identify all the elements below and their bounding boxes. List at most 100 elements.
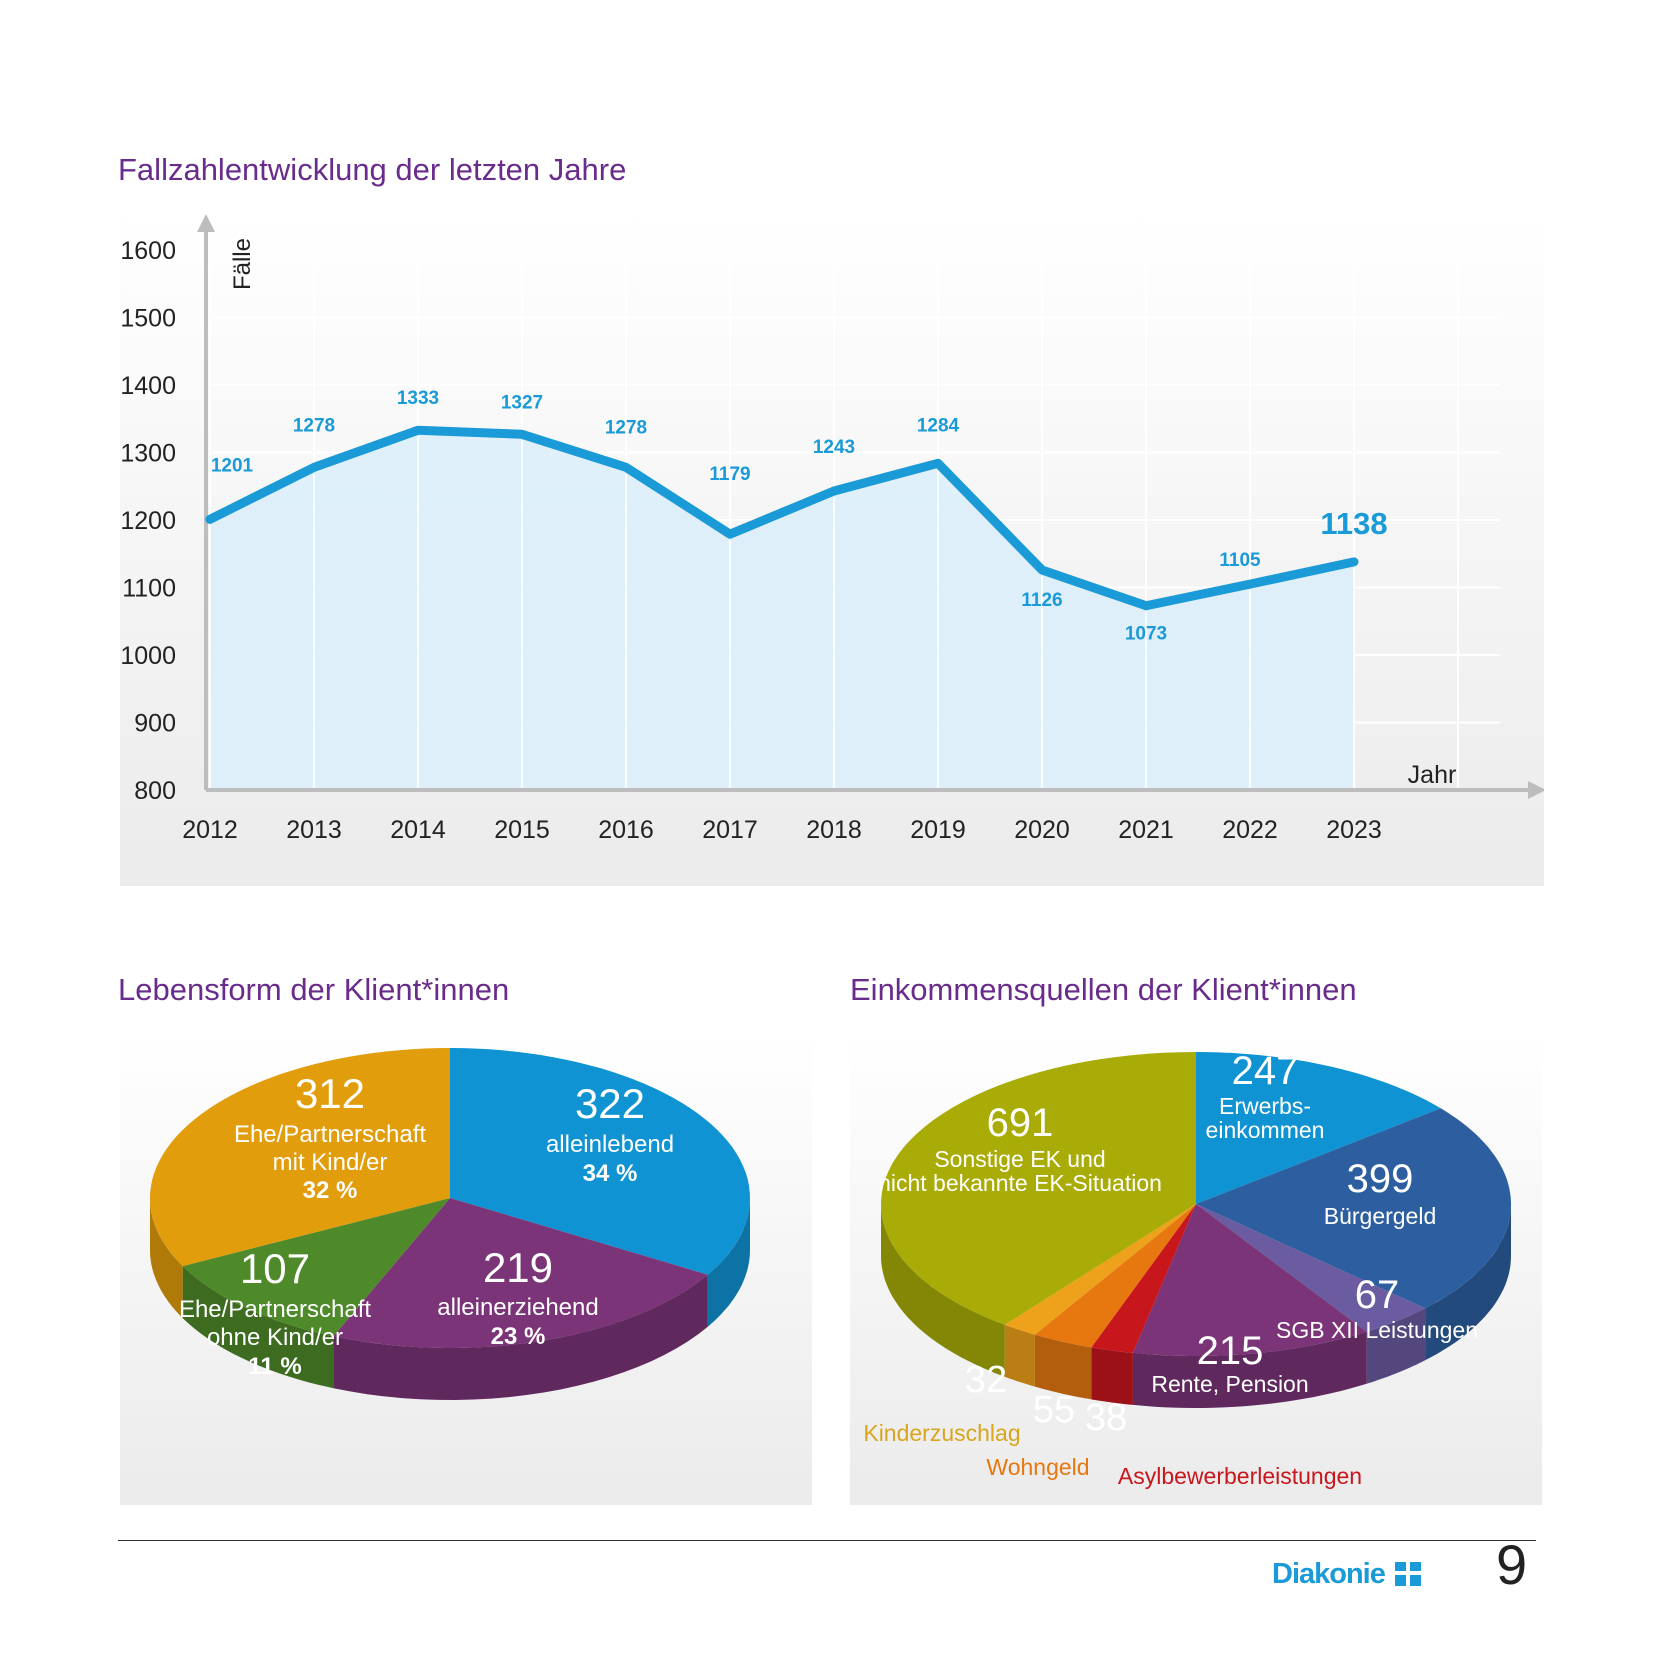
- data-point: [1142, 601, 1150, 610]
- y-tick-label: 1000: [120, 642, 176, 670]
- slice-name: einkommen: [1206, 1117, 1325, 1143]
- data-point: [726, 530, 734, 539]
- slice-value: 107: [240, 1245, 310, 1292]
- y-tick-label: 1500: [120, 305, 176, 333]
- slice-value: 215: [1197, 1329, 1264, 1373]
- data-label: 1278: [293, 415, 335, 436]
- slice-name: alleinlebend: [546, 1131, 674, 1158]
- data-point: [414, 426, 422, 435]
- line-chart: 800 900 1000 1100 1200 1300 1400 1500 1600 2012 20…: [120, 210, 1544, 886]
- data-point: [518, 430, 526, 439]
- data-point: [1038, 565, 1046, 574]
- pie-slice-side: [1091, 1347, 1133, 1405]
- x-tick-label: 2014: [390, 816, 446, 844]
- pie-slice-side: [1425, 1204, 1511, 1361]
- x-tick-label: 2022: [1222, 816, 1278, 844]
- data-point: [830, 486, 838, 495]
- x-tick-label: 2015: [494, 816, 550, 844]
- slice-percent: 34 %: [583, 1160, 638, 1187]
- pie-slice-side: [182, 1266, 334, 1389]
- pie-slice: [1196, 1204, 1426, 1332]
- slice-name: mit Kind/er: [273, 1149, 388, 1176]
- data-label: 1179: [709, 464, 750, 485]
- pie-slice-side: [1034, 1334, 1092, 1400]
- slice-percent: 23 %: [491, 1323, 546, 1350]
- slice-name: ohne Kind/er: [207, 1324, 343, 1351]
- x-tick-label: 2013: [286, 816, 342, 844]
- slice-name: Ehe/Partnerschaft: [234, 1121, 426, 1148]
- pie-slice: [1132, 1204, 1367, 1356]
- data-label: 1333: [397, 388, 439, 409]
- x-tick-label: 2023: [1326, 816, 1382, 844]
- x-tick-label: 2018: [806, 816, 862, 844]
- lifestyle-pie-title: Lebensform der Klient*innen: [118, 972, 510, 1007]
- y-axis-arrow-icon: [197, 214, 215, 232]
- slice-value: 219: [483, 1244, 553, 1291]
- data-point: [206, 515, 214, 524]
- slice-name: alleinerziehend: [437, 1294, 598, 1321]
- y-tick-label: 1400: [120, 372, 176, 400]
- slice-name: Rente, Pension: [1151, 1371, 1308, 1397]
- x-tick-label: 2020: [1014, 816, 1070, 844]
- data-label: 1278: [605, 417, 647, 438]
- slice-name: Kinderzuschlag: [863, 1420, 1020, 1446]
- slice-name: nicht bekannte EK-Situation: [878, 1170, 1162, 1196]
- line-area-fill: [210, 430, 1354, 790]
- data-point: [934, 459, 942, 468]
- y-tick-label: 1300: [120, 440, 176, 468]
- data-label: 1284: [917, 415, 960, 436]
- slice-percent: 11 %: [248, 1353, 301, 1380]
- y-tick-label: 900: [134, 710, 176, 738]
- x-tick-label: 2017: [702, 816, 758, 844]
- y-tick-label: 1600: [120, 237, 176, 265]
- pie-slice: [1196, 1108, 1511, 1309]
- slice-value: 247: [1232, 1049, 1299, 1093]
- slice-name: Erwerbs-: [1219, 1093, 1311, 1119]
- pie-slice-side: [707, 1198, 750, 1327]
- data-label: 1105: [1219, 550, 1261, 571]
- pie-slice-side: [1366, 1308, 1426, 1384]
- logo-text: Diakonie: [1272, 1558, 1386, 1590]
- data-point: [622, 463, 630, 472]
- slice-value: 399: [1347, 1157, 1414, 1201]
- data-label: 1138: [1320, 506, 1387, 541]
- data-point: [1350, 557, 1358, 566]
- pie-slice-side: [881, 1204, 1005, 1377]
- x-tick-label: 2021: [1118, 816, 1174, 844]
- page-number: 9: [1496, 1533, 1528, 1596]
- y-tick-label: 800: [134, 777, 176, 805]
- data-label: 1243: [813, 437, 855, 458]
- pie-slice: [182, 1198, 450, 1337]
- y-tick-label: 1200: [120, 507, 176, 535]
- y-tick-label: 1100: [122, 575, 176, 603]
- x-axis-arrow-icon: [1528, 781, 1544, 799]
- data-label: 1126: [1021, 590, 1062, 611]
- series-line: [205, 425, 1359, 611]
- slice-value: 312: [295, 1070, 365, 1117]
- data-label: 1327: [501, 392, 543, 413]
- data-label: 1073: [1125, 624, 1167, 645]
- slice-value: 55: [1033, 1389, 1075, 1431]
- pie-slice-side: [150, 1198, 183, 1319]
- slice-name: Ehe/Partnerschaft: [179, 1296, 371, 1323]
- line-chart-title: Fallzahlentwicklung der letzten Jahre: [118, 152, 627, 187]
- slice-name: Sonstige EK und: [934, 1146, 1105, 1172]
- slice-percent: 32 %: [303, 1177, 358, 1204]
- slice-value: 691: [987, 1101, 1054, 1145]
- pie-slice: [1004, 1204, 1196, 1335]
- pie-slice: [450, 1048, 750, 1275]
- slice-name: Wohngeld: [986, 1454, 1089, 1480]
- x-tick-label: 2012: [182, 816, 238, 844]
- axes: [197, 214, 1544, 799]
- pie-slice: [1196, 1052, 1441, 1204]
- slice-name: SGB XII Leistungen: [1276, 1317, 1478, 1343]
- footer-divider: [118, 1540, 1536, 1541]
- slice-name: Asylbewerberleistungen: [1118, 1463, 1362, 1489]
- pie-slice: [1091, 1204, 1196, 1353]
- pie-slice: [881, 1052, 1196, 1325]
- logo-cross-icon: [1394, 1562, 1421, 1586]
- pie-slice: [150, 1048, 450, 1267]
- data-point: [310, 463, 318, 472]
